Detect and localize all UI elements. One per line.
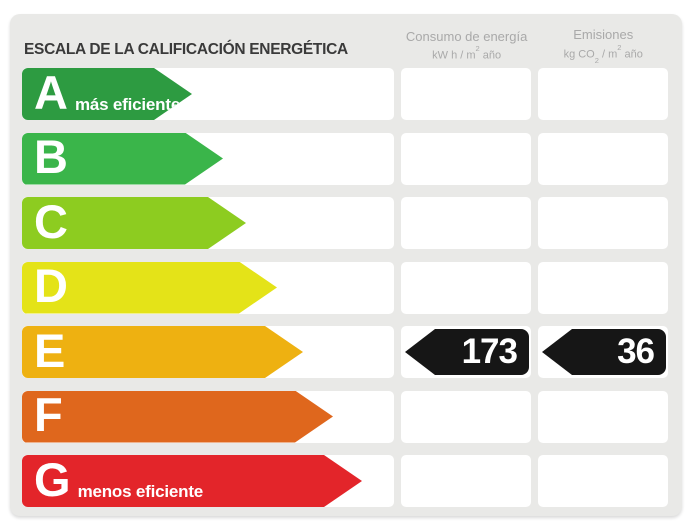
scale-track-c: C [22,197,394,249]
emisiones-cell-c [538,197,668,249]
scale-track-g: G menos eficiente [22,455,394,507]
consumo-cell-d [401,261,531,314]
scale-track-a: A más eficiente [22,68,394,120]
consumo-unit: kW h / m2 año [432,44,502,62]
emisiones-unit: kg CO2 / m2 año [563,42,643,65]
scale-arrow-f: F [22,391,333,443]
emisiones-cell-f [538,390,668,443]
consumo-label: Consumo de energía [405,29,528,45]
scale-row-g: G menos eficiente [22,455,668,507]
header: ESCALA DE LA CALIFICACIÓN ENERGÉTICA Con… [10,14,682,68]
scale-arrow-d: D [22,262,277,314]
scale-letter-g: G [34,452,71,506]
consumo-value: 173 [461,332,518,371]
scale-note-worst: menos eficiente [77,482,204,501]
scale-arrow-g: G menos eficiente [22,455,362,507]
scale-letter-a: A [34,65,68,119]
scale-letter-c: C [34,194,68,248]
scale-letter-e: E [34,323,66,377]
scale-letter-d: D [34,259,68,312]
emisiones-cell-b [538,132,668,185]
scale-row-e: E 173 36 [22,326,668,378]
consumo-cell-c [401,197,531,249]
scale-row-c: C [22,197,668,249]
consumo-value-marker: 173 [405,329,529,375]
scale-arrow-a: A más eficiente [22,68,192,120]
consumo-cell-b [401,132,531,185]
scale-row-f: F [22,390,668,443]
page-title: ESCALA DE LA CALIFICACIÓN ENERGÉTICA [24,41,348,58]
scale-track-f: F [22,390,394,443]
emisiones-cell-d [538,261,668,314]
energy-rating-card: ESCALA DE LA CALIFICACIÓN ENERGÉTICA Con… [10,14,682,516]
emisiones-label: Emisiones [573,27,634,43]
scale-arrow-c: C [22,197,246,249]
emisiones-cell-g [538,455,668,507]
scale-row-d: D [22,261,668,314]
title-zone: ESCALA DE LA CALIFICACIÓN ENERGÉTICA [22,41,395,68]
scale-rows: A más eficiente B C [10,68,682,507]
scale-row-b: B [22,132,668,185]
column-header-consumo: Consumo de energía kW h / m2 año [402,29,532,68]
emisiones-cell-a [538,68,668,120]
consumo-cell-f [401,390,531,443]
scale-track-b: B [22,132,394,185]
scale-note-best: más eficiente [74,95,181,114]
consumo-cell-g [401,455,531,507]
column-header-emisiones: Emisiones kg CO2 / m2 año [538,28,668,68]
emisiones-value-marker: 36 [542,329,666,375]
emisiones-cell-e: 36 [538,326,668,378]
scale-arrow-e: E [22,326,303,378]
scale-letter-b: B [34,130,68,183]
emisiones-value: 36 [617,332,655,371]
consumo-cell-e: 173 [401,326,531,378]
scale-track-d: D [22,261,394,314]
scale-track-e: E [22,326,394,378]
scale-letter-f: F [34,388,63,441]
scale-arrow-b: B [22,133,223,185]
scale-row-a: A más eficiente [22,68,668,120]
consumo-cell-a [401,68,531,120]
